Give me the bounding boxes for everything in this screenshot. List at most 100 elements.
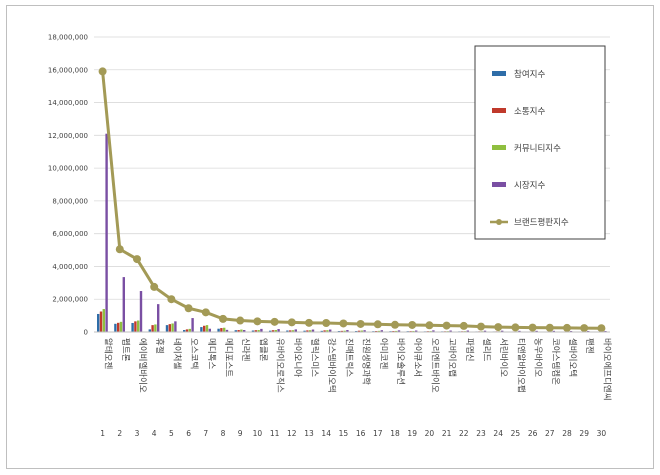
bar bbox=[117, 322, 120, 332]
x-number-label: 28 bbox=[562, 429, 572, 438]
x-category-label: 헬릭스미스 bbox=[309, 338, 320, 377]
bar bbox=[518, 330, 521, 332]
legend-marker bbox=[496, 219, 502, 225]
bar bbox=[274, 330, 277, 332]
bar bbox=[119, 321, 123, 332]
bar bbox=[289, 330, 292, 332]
legend-swatch bbox=[492, 182, 506, 187]
legend-box bbox=[474, 45, 606, 240]
x-category-label: 아이큐소서 bbox=[412, 338, 423, 377]
x-number-label: 12 bbox=[287, 429, 297, 438]
line-point bbox=[287, 318, 296, 327]
bar bbox=[102, 309, 105, 332]
bar bbox=[205, 325, 209, 332]
bar bbox=[223, 327, 226, 332]
bar bbox=[225, 329, 229, 332]
x-number-label: 14 bbox=[321, 429, 331, 438]
x-category-label: 팬젠 bbox=[584, 338, 594, 354]
x-category-label: 휴젤 bbox=[154, 338, 165, 354]
bar bbox=[377, 330, 381, 332]
x-number-label: 4 bbox=[152, 429, 157, 438]
x-number-label: 3 bbox=[135, 429, 140, 438]
bar bbox=[320, 330, 323, 332]
line-point bbox=[580, 324, 589, 333]
x-category-label: 파멥신 bbox=[464, 338, 475, 361]
x-number-label: 15 bbox=[339, 429, 349, 438]
x-category-label: 메디톡스 bbox=[206, 338, 216, 369]
x-number-label: 29 bbox=[579, 429, 589, 438]
line-point bbox=[528, 323, 537, 332]
x-category-label: 오리엔트바이오 bbox=[429, 338, 440, 393]
x-category-label: 코아스템켐온 bbox=[550, 338, 561, 385]
bar bbox=[323, 330, 326, 332]
bar bbox=[395, 330, 398, 332]
line-point bbox=[477, 322, 485, 331]
bar bbox=[157, 304, 160, 332]
bar bbox=[217, 328, 220, 332]
bar bbox=[340, 330, 343, 332]
x-number-label: 19 bbox=[407, 429, 417, 438]
x-number-label: 17 bbox=[373, 429, 383, 438]
x-category-label: 바이오니아 bbox=[292, 338, 303, 377]
y-tick-label: 12,000,000 bbox=[48, 132, 88, 140]
bar bbox=[483, 330, 487, 332]
bar bbox=[165, 325, 169, 332]
legend-swatch bbox=[492, 71, 506, 76]
line-point bbox=[511, 323, 520, 332]
bar bbox=[200, 327, 203, 332]
bar bbox=[131, 322, 134, 332]
y-tick-label: 4,000,000 bbox=[52, 263, 88, 271]
x-number-label: 10 bbox=[253, 429, 263, 438]
line-point bbox=[150, 282, 159, 291]
line-point bbox=[167, 295, 176, 304]
y-tick-label: 0 bbox=[84, 329, 88, 337]
bar bbox=[208, 328, 211, 332]
x-category-label: 엡클론 bbox=[257, 338, 268, 362]
bar bbox=[154, 324, 157, 332]
bar bbox=[329, 329, 332, 332]
x-category-label: 진매트릭스 bbox=[343, 338, 354, 377]
legend-label: 브랜드평판지수 bbox=[514, 217, 569, 228]
line-point bbox=[356, 319, 365, 328]
bar bbox=[309, 330, 312, 332]
y-tick-label: 6,000,000 bbox=[52, 230, 88, 238]
y-tick-label: 18,000,000 bbox=[48, 34, 88, 42]
bar bbox=[311, 329, 315, 332]
legend-swatch bbox=[492, 108, 506, 113]
bar bbox=[306, 330, 309, 332]
bar bbox=[326, 330, 329, 332]
y-tick-label: 16,000,000 bbox=[48, 66, 88, 74]
x-number-label: 16 bbox=[356, 429, 366, 438]
bar bbox=[360, 330, 363, 332]
bar bbox=[97, 313, 100, 332]
bar bbox=[277, 329, 280, 332]
x-number-label: 18 bbox=[390, 429, 400, 438]
bar bbox=[185, 329, 189, 332]
x-category-label: 메디포스트 bbox=[223, 338, 233, 377]
x-number-label: 8 bbox=[221, 429, 226, 438]
x-category-label: 에이비엘바이오 bbox=[137, 338, 148, 393]
line-point bbox=[391, 320, 399, 329]
bar bbox=[294, 329, 297, 332]
bar bbox=[99, 311, 103, 332]
bar bbox=[343, 330, 346, 332]
x-number-label: 7 bbox=[203, 429, 208, 438]
bar bbox=[449, 330, 452, 332]
line-point bbox=[305, 318, 313, 327]
x-number-label: 5 bbox=[169, 429, 174, 438]
bar bbox=[191, 318, 194, 332]
bar bbox=[220, 328, 223, 332]
y-tick-label: 10,000,000 bbox=[48, 165, 88, 173]
bar bbox=[260, 328, 263, 332]
bar bbox=[237, 330, 240, 332]
bar bbox=[234, 330, 237, 332]
bar bbox=[303, 330, 306, 332]
x-category-label: 셀리드 bbox=[481, 338, 492, 362]
x-category-label: 진원생명과학 bbox=[361, 338, 372, 385]
x-number-label: 22 bbox=[459, 429, 469, 438]
x-category-label: 오스코텍 bbox=[189, 338, 200, 369]
bar bbox=[291, 330, 295, 332]
legend-label: 시장지수 bbox=[514, 180, 545, 191]
bar bbox=[148, 329, 151, 332]
line-point bbox=[322, 318, 331, 327]
